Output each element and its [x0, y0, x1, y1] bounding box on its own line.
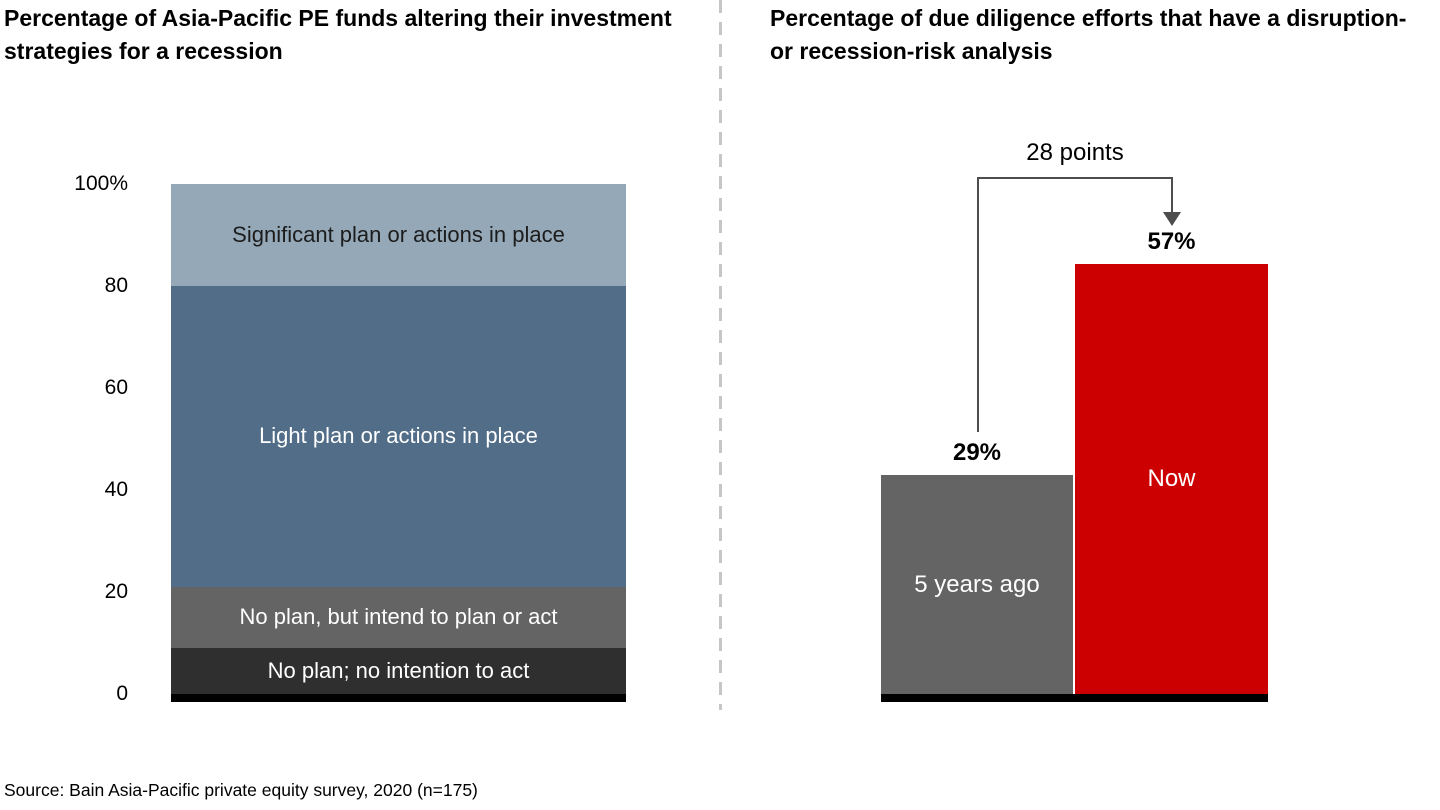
difference-annotation: 28 points [1026, 139, 1124, 166]
segment-label: Light plan or actions in place [259, 423, 538, 449]
bracket-right-line [1171, 177, 1173, 213]
left-chart-title: Percentage of Asia-Pacific PE funds alte… [4, 5, 672, 64]
panel-divider-dashed-line [719, 0, 722, 710]
y-axis-tick-label: 100% [74, 172, 128, 195]
bracket-left-line [977, 177, 979, 432]
stacked-bar: Significant plan or actions in place Ligh… [171, 184, 626, 694]
stacked-segment-light-plan-or-actions-in-place: Light plan or actions in place [171, 286, 626, 587]
left-baseline [171, 694, 626, 702]
stacked-segment-no-plan-no-intention-to-act: No plan; no intention to act [171, 648, 626, 694]
left-y-axis: 100% 80 60 40 20 0 [0, 0, 128, 760]
y-axis-tick-label: 40 [104, 478, 128, 501]
bar-value-label-5-years-ago: 29% [952, 439, 1002, 466]
bracket-horizontal-line [977, 177, 1173, 179]
segment-label: No plan; no intention to act [267, 658, 530, 684]
y-axis-tick-label: 60 [104, 376, 128, 399]
segment-label: Significant plan or actions in place [232, 222, 565, 247]
right-baseline [881, 694, 1268, 702]
y-axis-tick-label: 0 [116, 682, 128, 705]
bar-inner-label-5-years-ago: 5 years ago [914, 570, 1040, 598]
source-note: Source: Bain Asia-Pacific private equity… [4, 780, 478, 800]
bar-value-label-now: 57% [1147, 228, 1196, 255]
bar-inner-label-now: Now [1147, 465, 1196, 492]
stacked-segment-significant-plan-or-actions-in-place: Significant plan or actions in place [171, 184, 626, 286]
right-chart-title: Percentage of due diligence efforts that… [770, 5, 1407, 64]
y-axis-tick-label: 80 [104, 274, 128, 297]
arrow-down-icon [1163, 212, 1181, 226]
segment-label: No plan, but intend to plan or act [239, 604, 558, 630]
stacked-segment-no-plan-but-intend-to-plan-or-act: No plan, but intend to plan or act [171, 586, 626, 649]
y-axis-tick-label: 20 [104, 580, 128, 603]
bar-5-years-ago: 5 years ago [881, 475, 1073, 694]
bar-now: Now [1075, 264, 1268, 694]
